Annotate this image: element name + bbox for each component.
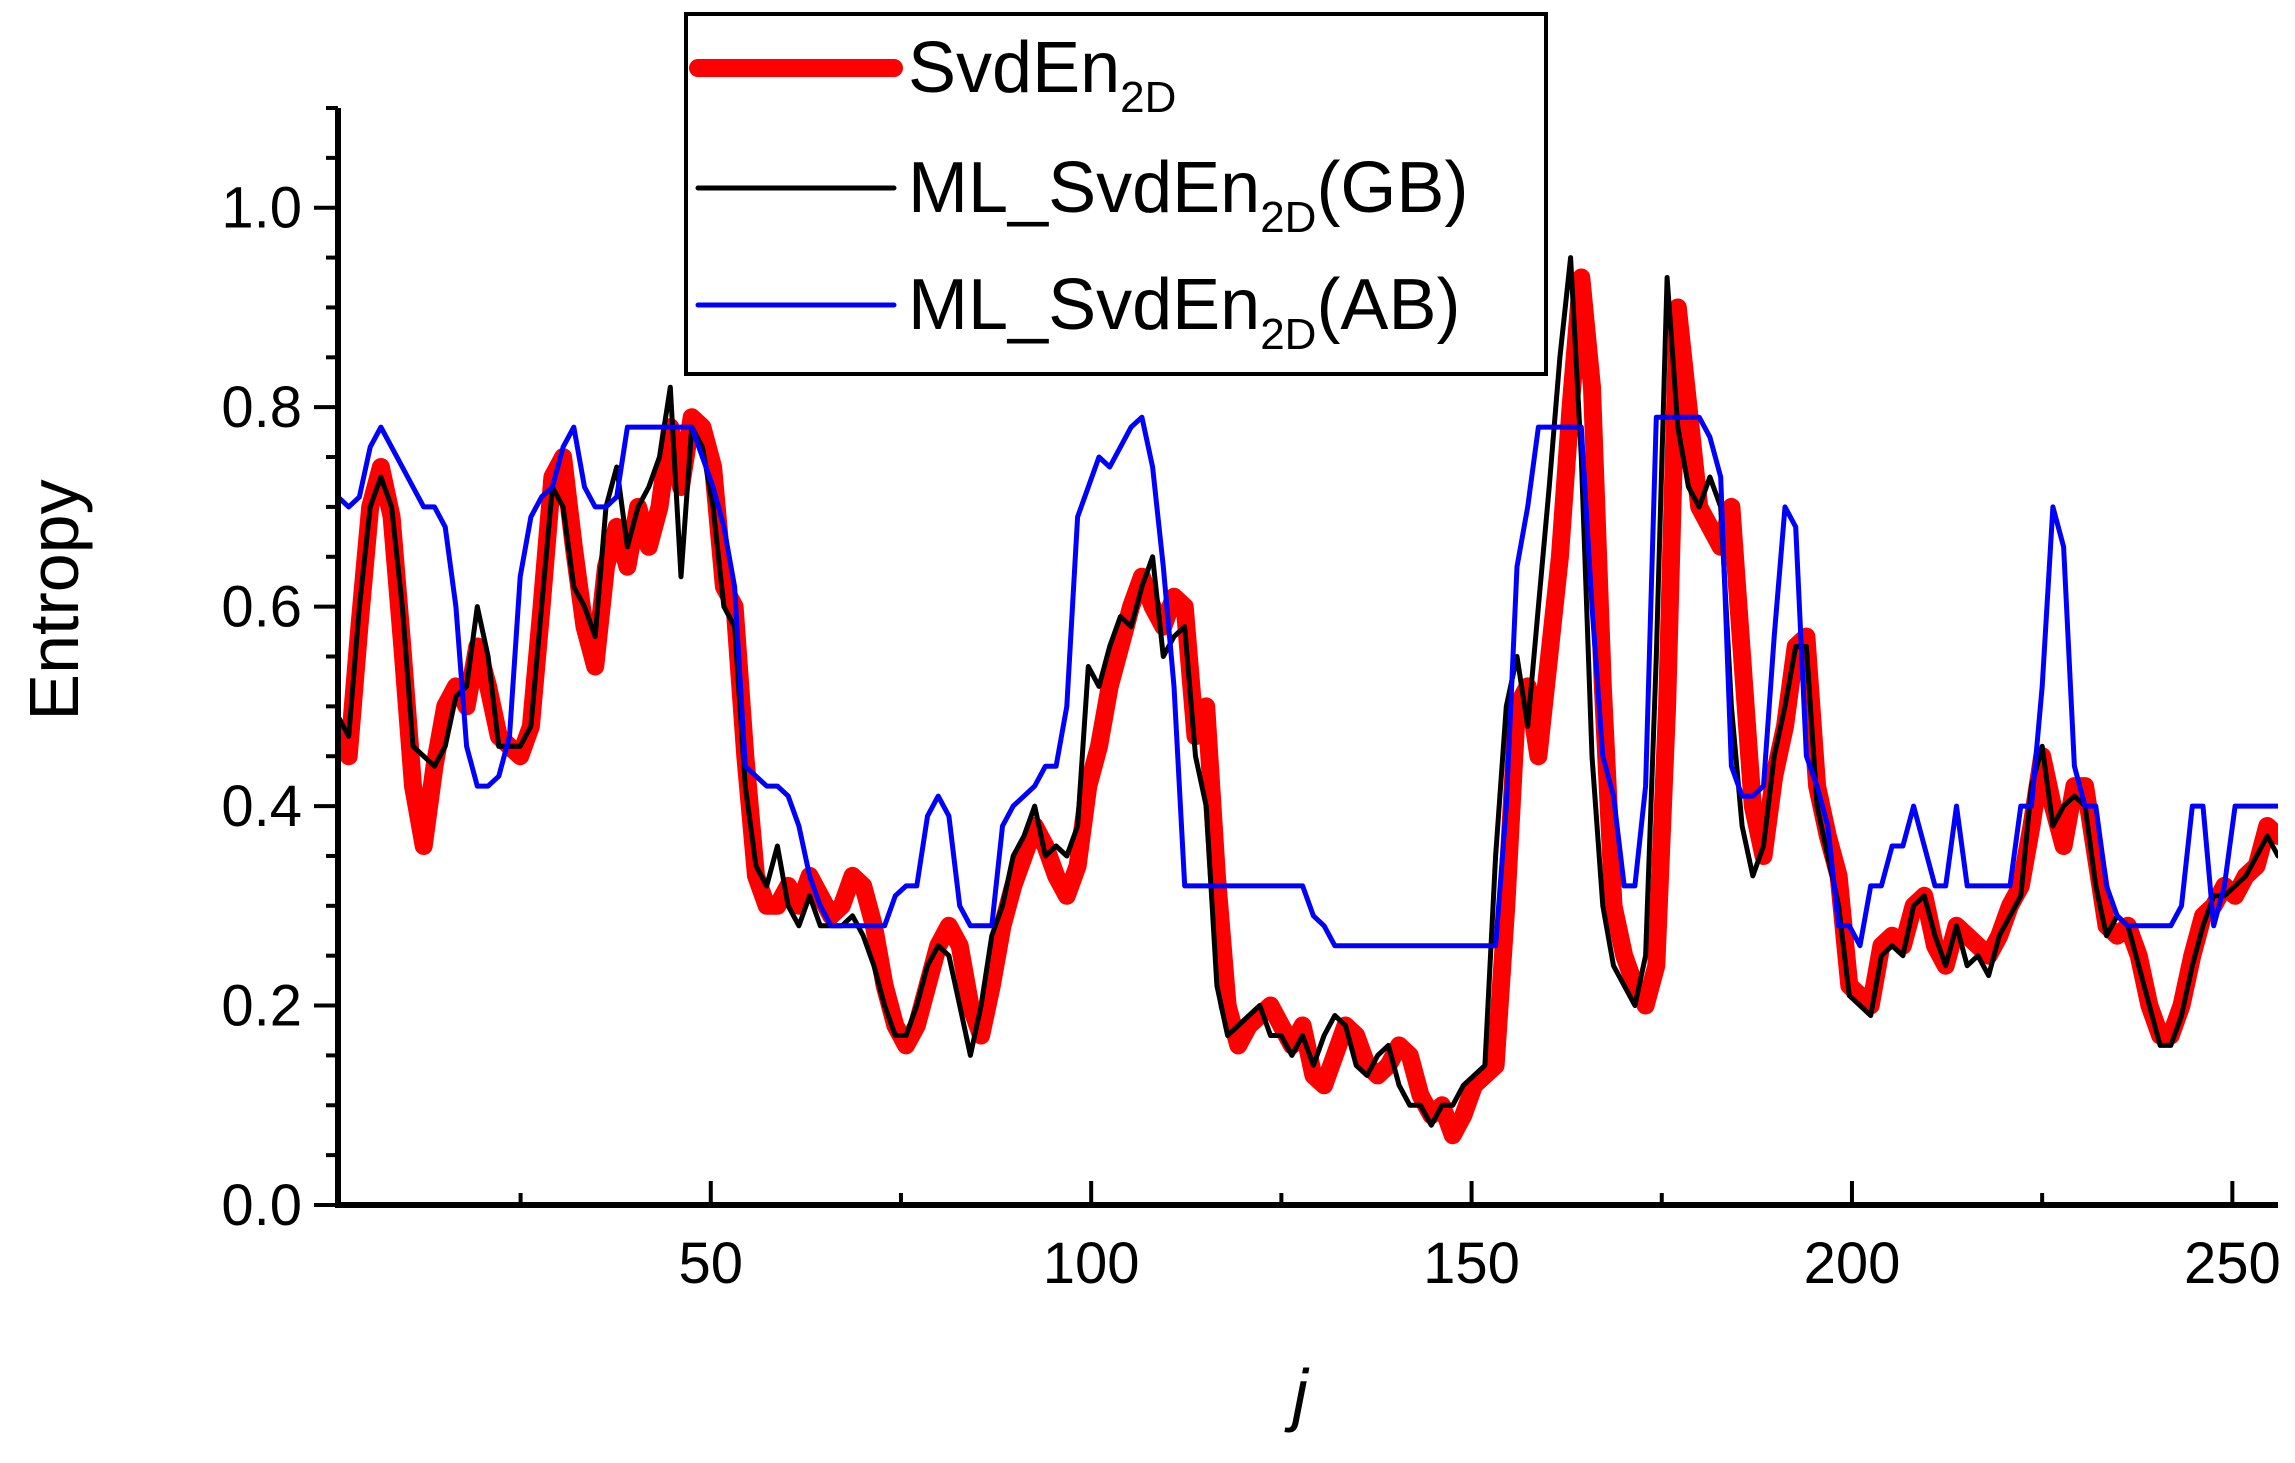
legend-label-0: SvdEn2D: [908, 28, 1176, 122]
legend-label-2: ML_SvdEn2D(AB): [908, 265, 1460, 359]
y-tick-label: 0.6: [221, 575, 302, 640]
y-tick-label: 0.4: [221, 774, 302, 839]
legend-label-base: SvdEn: [908, 28, 1120, 108]
legend-label-1: ML_SvdEn2D(GB): [908, 148, 1468, 242]
x-tick-label: 200: [1804, 1231, 1901, 1296]
legend-label-base: ML_SvdEn: [908, 265, 1260, 345]
series-line-1: [338, 255, 2278, 1128]
series-line-2: [338, 414, 2278, 949]
axes: 0.0 0.2 0.4 0.6 0.8 1.0 50 100 150 200 250: [221, 106, 2281, 1296]
legend-label-suffix: (GB): [1316, 148, 1468, 228]
y-tick-label: 1.0: [221, 176, 302, 241]
legend-label-suffix: (AB): [1316, 265, 1460, 345]
series-line-0: [338, 268, 2278, 1145]
x-axis-title: j: [1284, 1355, 1310, 1433]
x-tick-label: 50: [679, 1231, 744, 1296]
legend-label-subscript: 2D: [1260, 310, 1316, 359]
y-tick-label: 0.0: [221, 1173, 302, 1238]
x-tick-label: 150: [1423, 1231, 1520, 1296]
y-tick-label: 0.8: [221, 375, 302, 440]
x-tick-label: 100: [1043, 1231, 1140, 1296]
legend-label-subscript: 2D: [1120, 73, 1176, 122]
x-tick-label: 250: [2184, 1231, 2281, 1296]
legend-label-base: ML_SvdEn: [908, 148, 1260, 228]
legend-label-subscript: 2D: [1260, 193, 1316, 242]
y-tick-label: 0.2: [221, 974, 302, 1039]
y-axis-title: Entropy: [15, 479, 93, 720]
